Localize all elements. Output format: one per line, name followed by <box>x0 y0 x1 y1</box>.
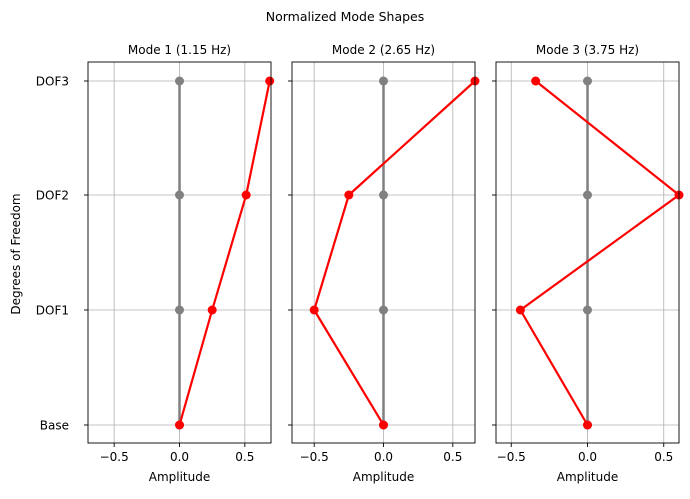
mode-shape-point <box>344 190 354 200</box>
x-axis-label: Amplitude <box>353 470 415 484</box>
x-tick-label: 0.5 <box>443 450 462 464</box>
undeformed-point <box>175 305 184 315</box>
mode-shape-line <box>313 80 476 426</box>
mode-shape-point <box>531 76 541 86</box>
mode-shape-point <box>207 305 217 315</box>
mode-panel-1: −0.5 0.0 0.5 Base DOF1 DOF2 DOF3 Mode 1 (1.15 H… <box>36 43 275 484</box>
x-tick-label: 0.0 <box>170 450 189 464</box>
mode-shape-line <box>519 80 681 426</box>
x-tick-label: 0.0 <box>374 450 393 464</box>
mode-shape-point <box>265 76 275 86</box>
y-tick-label: DOF3 <box>36 75 69 89</box>
panel-title: Mode 2 (2.65 Hz) <box>332 43 435 57</box>
undeformed-point <box>583 190 592 200</box>
y-tick-label: Base <box>40 419 69 433</box>
panel-title: Mode 1 (1.15 Hz) <box>128 43 231 57</box>
x-tick-label: −0.5 <box>497 450 526 464</box>
undeformed-point <box>175 76 184 86</box>
mode-panel-3: −0.5 0.0 0.5 Mode 3 (3.75 Hz) Amplitude <box>492 43 684 484</box>
undeformed-point <box>583 76 592 86</box>
undeformed-point <box>379 76 388 86</box>
y-tick-label: DOF1 <box>36 304 69 318</box>
panel-title: Mode 3 (3.75 Hz) <box>536 43 639 57</box>
plot-area <box>515 76 684 430</box>
y-tick-label: DOF2 <box>36 189 69 203</box>
mode-shape-point <box>583 420 592 430</box>
undeformed-point <box>379 305 388 315</box>
x-axis-label: Amplitude <box>149 470 211 484</box>
plot-area <box>175 76 275 430</box>
figure-title: Normalized Mode Shapes <box>266 9 425 24</box>
undeformed-point <box>583 305 592 315</box>
plot-area <box>309 76 480 430</box>
mode-shape-line <box>178 80 271 426</box>
x-tick-label: 0.5 <box>654 450 673 464</box>
x-tick-label: 0.5 <box>235 450 254 464</box>
undeformed-point <box>175 190 184 200</box>
chart-panels: −0.5 0.0 0.5 Base DOF1 DOF2 DOF3 Mode 1 (1.15 H… <box>36 43 684 484</box>
mode-shape-point <box>515 305 525 315</box>
mode-shape-point <box>175 420 184 430</box>
x-axis-label: Amplitude <box>557 470 619 484</box>
y-axis-label: Degrees of Freedom <box>9 193 23 314</box>
x-tick-label: −0.5 <box>100 450 129 464</box>
x-tick-label: −0.5 <box>300 450 329 464</box>
mode-shape-point <box>309 305 319 315</box>
mode-shape-point <box>379 420 388 430</box>
undeformed-point <box>379 190 388 200</box>
mode-panel-2: −0.5 0.0 0.5 Mode 2 (2.65 Hz) Amplitude <box>288 43 480 484</box>
x-tick-label: 0.0 <box>578 450 597 464</box>
mode-shape-point <box>241 190 251 200</box>
